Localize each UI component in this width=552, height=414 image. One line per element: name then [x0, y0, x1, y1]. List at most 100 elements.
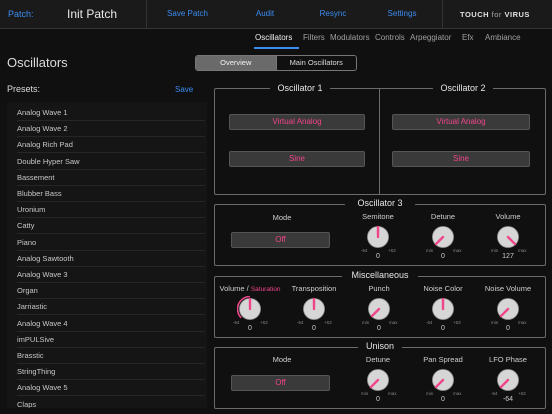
preset-item[interactable]: StringThing — [17, 364, 205, 381]
osc1-title: Oscillator 1 — [270, 83, 330, 93]
preset-item[interactable]: imPULSive — [17, 332, 205, 348]
preset-item[interactable]: Analog Wave 3 — [17, 267, 205, 283]
osc3-mode-label: Mode — [272, 213, 292, 222]
tab-filters[interactable]: Filters — [303, 33, 325, 42]
misc-knob[interactable] — [430, 296, 456, 322]
unison-knob-label-text: LFO Phase — [489, 355, 527, 364]
misc-knob-label: Noise Volume — [468, 284, 548, 293]
unison-knob-min-label: -64 — [491, 391, 498, 396]
preset-item[interactable]: Analog Wave 1 — [17, 105, 205, 121]
misc-knob[interactable] — [366, 296, 392, 322]
osc2-wave-select[interactable]: Sine — [392, 151, 530, 167]
misc-knob-value: 0 — [377, 325, 381, 332]
osc1-model-select[interactable]: Virtual Analog — [229, 114, 365, 130]
brand-logo: TOUCH for VIRUS — [460, 10, 530, 19]
misc-title: Miscellaneous — [342, 270, 418, 280]
misc-knob-label-text: Punch — [368, 284, 390, 293]
top-bar: Patch: Init Patch Save Patch Audit Resyn… — [0, 0, 552, 29]
segment-main-oscillators[interactable]: Main Oscillators — [275, 56, 357, 70]
preset-item[interactable]: Claps — [17, 397, 205, 408]
osc3-knob-value: 0 — [376, 253, 380, 260]
preset-item[interactable]: Analog Wave 2 — [17, 121, 205, 138]
misc-knob-min-label: min — [491, 320, 499, 325]
osc3-mode-select[interactable]: Off — [231, 232, 330, 248]
save-patch-button[interactable]: Save Patch — [160, 9, 215, 18]
brand-for: for — [491, 10, 502, 19]
patch-name[interactable]: Init Patch — [67, 7, 118, 21]
preset-item[interactable]: Organ — [17, 283, 205, 300]
misc-knob-min-label: min — [362, 320, 370, 325]
tab-ambiance[interactable]: Ambiance — [485, 33, 521, 42]
unison-knob-label: Pan Spread — [403, 355, 483, 364]
misc-knob-max-label: +63 — [453, 320, 461, 325]
brand-touch: TOUCH — [460, 10, 490, 19]
osc2-model-select[interactable]: Virtual Analog — [392, 114, 530, 130]
misc-knob[interactable] — [301, 296, 327, 322]
misc-knob-max-label: max — [518, 320, 527, 325]
unison-knob[interactable] — [495, 367, 521, 393]
osc3-title: Oscillator 3 — [345, 198, 415, 208]
save-preset-button[interactable]: Save — [175, 85, 194, 94]
misc-knob-label-text: Volume / — [219, 284, 251, 293]
tab-efx[interactable]: Efx — [462, 33, 474, 42]
misc-knob-value: 0 — [441, 325, 445, 332]
misc-knob-label-text: Noise Color — [423, 284, 463, 293]
preset-item[interactable]: Analog Rich Pad — [17, 137, 205, 154]
osc12-panel — [214, 88, 546, 195]
patch-label: Patch: — [8, 9, 34, 19]
misc-knob-label: Volume / Saturation — [210, 284, 290, 293]
preset-item[interactable]: Analog Sawtooth — [17, 251, 205, 267]
unison-knob-min-label: min — [361, 391, 369, 396]
resync-button[interactable]: Resync — [312, 9, 354, 18]
view-segmented-control: Overview Main Oscillators — [195, 55, 357, 71]
osc3-knob-value: 127 — [502, 253, 514, 260]
preset-list[interactable]: Analog Wave 1 Analog Wave 2 Analog Rich Pa… — [7, 102, 207, 408]
unison-title: Unison — [358, 341, 402, 351]
osc3-knob[interactable] — [495, 224, 521, 250]
preset-item[interactable]: Bassement — [17, 170, 205, 186]
preset-item[interactable]: Double Hyper Saw — [17, 154, 205, 170]
preset-item[interactable]: Brasstic — [17, 348, 205, 364]
osc3-knob-min-label: -64 — [361, 248, 368, 253]
page-title: Oscillators — [7, 55, 68, 70]
audit-button[interactable]: Audit — [245, 9, 285, 18]
preset-item[interactable]: Catty — [17, 218, 205, 235]
unison-knob[interactable] — [430, 367, 456, 393]
misc-knob-value: 0 — [248, 325, 252, 332]
osc3-knob-min-label: min — [426, 248, 434, 253]
preset-item[interactable]: Jarriastic — [17, 299, 205, 316]
osc3-knob-label: Detune — [403, 212, 483, 221]
misc-knob-value: 0 — [312, 325, 316, 332]
misc-knob-label: Transposition — [274, 284, 354, 293]
tab-modulators[interactable]: Modulators — [330, 33, 370, 42]
preset-item[interactable]: Analog Wave 4 — [17, 316, 205, 332]
unison-knob-max-label: +63 — [518, 391, 526, 396]
misc-knob[interactable] — [495, 296, 521, 322]
osc3-knob-label-text: Volume — [495, 212, 521, 221]
presets-label: Presets: — [7, 84, 41, 94]
preset-item[interactable]: Piano — [17, 235, 205, 251]
tab-oscillators[interactable]: Oscillators — [255, 33, 293, 42]
osc3-knob-label: Volume — [468, 212, 548, 221]
unison-knob-value: 0 — [441, 396, 445, 403]
preset-item[interactable]: Uronium — [17, 202, 205, 219]
osc3-knob[interactable] — [365, 224, 391, 250]
preset-item[interactable]: Blubber Bass — [17, 186, 205, 202]
misc-knob[interactable] — [237, 296, 263, 322]
unison-knob[interactable] — [365, 367, 391, 393]
settings-button[interactable]: Settings — [382, 9, 422, 18]
misc-knob-value: 0 — [506, 325, 510, 332]
misc-knob-min-label: -64 — [426, 320, 433, 325]
segment-overview[interactable]: Overview — [196, 56, 276, 70]
unison-mode-select[interactable]: Off — [231, 375, 330, 391]
osc1-wave-select[interactable]: Sine — [229, 151, 365, 167]
unison-knob-label: LFO Phase — [468, 355, 548, 364]
tab-controls[interactable]: Controls — [375, 33, 405, 42]
osc3-knob[interactable] — [430, 224, 456, 250]
osc3-knob-label-text: Semitone — [362, 212, 394, 221]
misc-knob-label-extra: Saturation — [250, 286, 281, 293]
misc-knob-label: Noise Color — [403, 284, 483, 293]
tab-arpeggiator[interactable]: Arpeggiator — [410, 33, 452, 42]
divider — [379, 88, 380, 195]
preset-item[interactable]: Analog Wave 5 — [17, 380, 205, 397]
